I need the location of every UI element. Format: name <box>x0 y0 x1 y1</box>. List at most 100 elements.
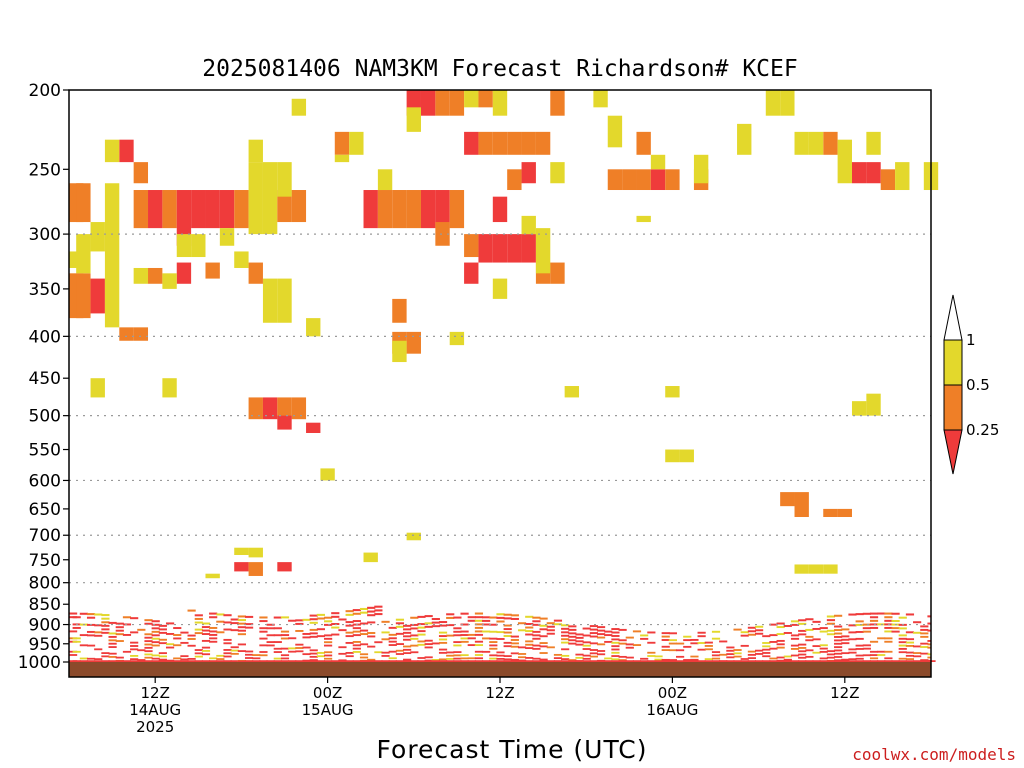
ri-cell <box>798 629 807 632</box>
ri-cell <box>611 641 620 644</box>
ri-cell <box>561 654 570 657</box>
ri-cell <box>665 386 680 398</box>
ri-cell <box>880 169 896 191</box>
ri-cell <box>316 660 326 662</box>
ri-cell <box>596 633 606 636</box>
ri-cell <box>834 660 843 662</box>
ri-cell <box>158 658 167 661</box>
ri-cell <box>819 650 828 653</box>
ri-cell <box>747 650 757 653</box>
ri-cell <box>596 660 606 662</box>
ri-cell <box>769 657 778 660</box>
ri-cell <box>647 655 656 657</box>
ri-cell <box>223 655 232 658</box>
ri-cell <box>431 642 440 645</box>
ri-cell <box>79 660 88 662</box>
ri-cell <box>144 656 153 659</box>
ri-cell <box>259 627 268 630</box>
ri-cell <box>762 642 771 644</box>
ri-cell <box>862 660 871 662</box>
ri-cell <box>575 653 584 656</box>
ri-cell <box>374 605 383 608</box>
ri-cell <box>309 660 318 662</box>
ri-cell <box>392 340 407 363</box>
ri-cell <box>280 657 290 660</box>
ri-cell <box>482 619 491 622</box>
ri-cell <box>338 629 347 632</box>
ri-cell <box>690 660 699 662</box>
ri-cell <box>550 162 565 184</box>
ri-cell <box>474 623 484 626</box>
ri-cell <box>794 131 809 155</box>
ri-cell <box>367 645 376 648</box>
ri-cell <box>467 637 476 640</box>
ri-cell <box>302 653 311 656</box>
ri-cell <box>625 646 634 649</box>
ri-cell <box>295 650 304 653</box>
ri-cell <box>733 655 742 658</box>
ri-cell <box>280 637 290 640</box>
y-axis-ticks: 200 250 300 350 400 450 500 550 600 650 700 750 8008… <box>18 81 69 673</box>
ri-cell <box>683 659 692 661</box>
ri-cell <box>158 660 167 662</box>
ri-cell <box>525 626 534 629</box>
ri-cell <box>697 660 706 662</box>
x-tick-label: 15AUG <box>302 701 354 719</box>
ri-cell <box>607 169 623 191</box>
ri-cell <box>151 660 160 662</box>
ri-cell <box>862 623 871 626</box>
ri-cell <box>438 635 448 638</box>
ri-cell <box>359 607 369 611</box>
ri-cell <box>920 625 929 628</box>
ri-cell <box>783 624 792 627</box>
ri-cell <box>234 547 249 555</box>
ri-cell <box>834 614 843 617</box>
ri-cell <box>866 131 881 155</box>
ri-cell <box>248 397 263 420</box>
ri-cell <box>675 655 685 658</box>
ri-cell <box>309 618 318 621</box>
ri-cell <box>273 627 282 630</box>
ri-cell <box>589 632 598 635</box>
ri-cell <box>410 637 419 640</box>
ri-cell <box>884 612 893 615</box>
ri-cell <box>776 626 785 629</box>
ri-cell <box>532 647 541 650</box>
ri-cell <box>862 654 871 657</box>
ri-cell <box>359 643 369 646</box>
ri-cell <box>489 623 498 626</box>
ri-cell <box>474 630 484 633</box>
ri-cell <box>532 623 541 626</box>
ri-cell <box>324 660 333 662</box>
ri-cell <box>108 642 117 645</box>
ri-cell <box>320 468 335 481</box>
ri-cell <box>395 622 405 625</box>
ri-cell <box>438 621 448 624</box>
ri-cell <box>482 660 491 662</box>
ri-cell <box>374 641 383 644</box>
ri-cell <box>331 626 340 629</box>
ri-cell <box>165 643 175 646</box>
ri-cell <box>101 628 110 631</box>
ri-cell <box>521 234 536 263</box>
ri-cell <box>503 645 512 648</box>
ri-cell <box>137 659 146 661</box>
ri-cell <box>507 131 522 155</box>
x-tick-label: 16AUG <box>646 701 698 719</box>
ri-cell <box>474 654 484 656</box>
ri-cell <box>819 630 828 633</box>
ri-cell <box>104 139 120 163</box>
ri-cell <box>151 657 160 660</box>
ri-cell <box>144 646 153 649</box>
ri-cell <box>144 640 153 643</box>
ri-cell <box>191 190 206 229</box>
ri-cell <box>525 660 534 662</box>
ri-cell <box>352 634 361 637</box>
ri-cell <box>826 656 836 659</box>
ri-cell <box>69 654 78 656</box>
ri-cell <box>905 645 915 647</box>
ri-cell <box>345 655 354 658</box>
ri-cell <box>625 660 634 662</box>
ri-cell <box>151 627 160 630</box>
colorbar-label: 1 <box>966 331 976 349</box>
